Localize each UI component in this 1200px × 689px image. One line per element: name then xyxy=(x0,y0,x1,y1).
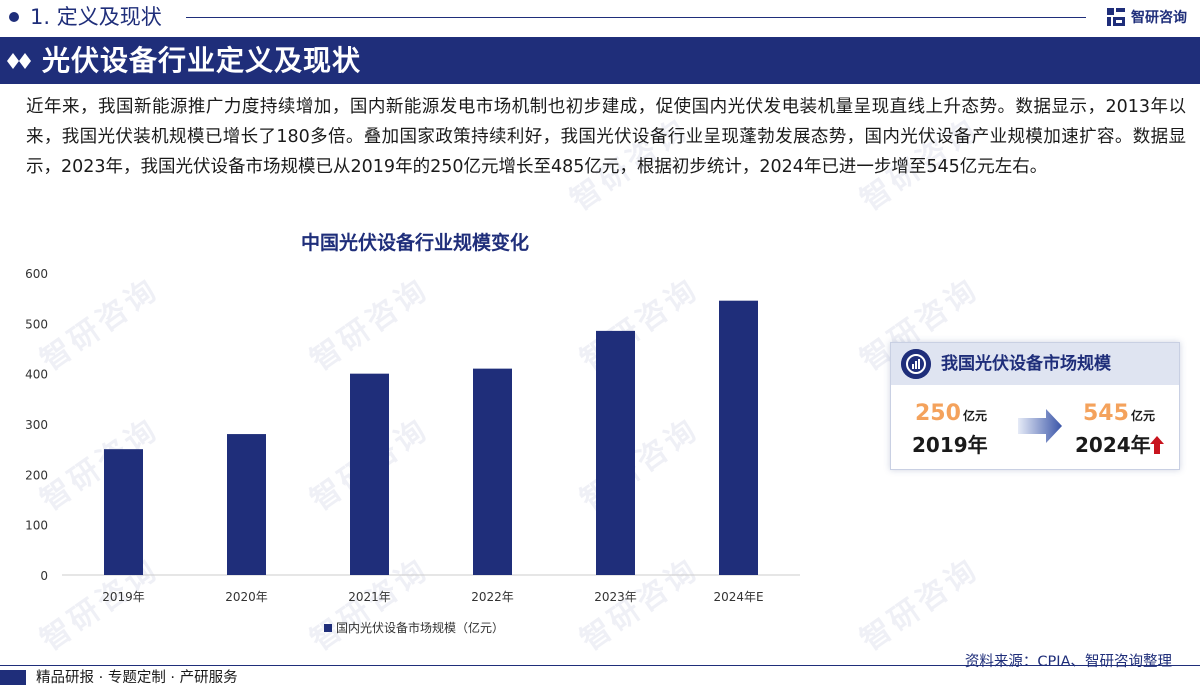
x-tick-label: 2019年 xyxy=(102,590,145,604)
footer: 精品研报 · 专题定制 · 产研服务 资料来源：CPIA、智研咨询整理 xyxy=(0,654,1200,689)
chart-title: 中国光伏设备行业规模变化 xyxy=(300,232,529,254)
up-arrow-icon xyxy=(1150,436,1164,454)
from-unit: 亿元 xyxy=(963,409,988,423)
y-tick-label: 200 xyxy=(25,468,48,482)
y-tick-label: 300 xyxy=(25,418,48,432)
from-year: 2019年 xyxy=(912,433,988,457)
x-tick-label: 2022年 xyxy=(471,590,514,604)
summary-card-header: 我国光伏设备市场规模 xyxy=(891,343,1179,385)
top-header: 1. 定义及现状 智研咨询 xyxy=(0,0,1200,36)
bullet-dot-icon xyxy=(9,12,19,22)
to-unit: 亿元 xyxy=(1131,409,1156,423)
y-tick-label: 100 xyxy=(25,519,48,533)
bar xyxy=(473,368,512,575)
trend-arrow-icon xyxy=(1018,409,1062,443)
bar xyxy=(596,330,635,575)
legend-label: 国内光伏设备市场规模（亿元） xyxy=(336,620,504,635)
to-value: 545 xyxy=(1083,401,1129,426)
footer-tagline: 精品研报 · 专题定制 · 产研服务 xyxy=(36,670,238,686)
to-year: 2024年 xyxy=(1075,433,1151,457)
x-tick-label: 2020年 xyxy=(225,590,268,604)
legend-swatch xyxy=(324,624,332,632)
brand-name: 智研咨询 xyxy=(1131,10,1187,26)
intro-paragraph: 近年来，我国新能源推广力度持续增加，国内新能源发电市场机制也初步建成，促使国内光… xyxy=(26,97,1186,177)
source-note: 资料来源：CPIA、智研咨询整理 xyxy=(964,654,1172,670)
y-tick-label: 600 xyxy=(25,267,48,281)
bar xyxy=(104,449,143,575)
brand-logo-icon xyxy=(1107,8,1125,26)
section-title: 1. 定义及现状 xyxy=(30,5,162,29)
x-tick-label: 2021年 xyxy=(348,590,391,604)
chart-badge-icon xyxy=(901,349,931,379)
diamond-icon xyxy=(7,53,31,69)
footer-accent-bar xyxy=(0,670,26,685)
bar xyxy=(350,373,389,575)
y-tick-label: 500 xyxy=(25,317,48,331)
from-value: 250 xyxy=(915,401,961,426)
bar-chart: 0 100 200 300 400 500 600 2019年 2020年 2021年 2022年 2… xyxy=(25,267,800,635)
x-tick-label: 2024年E xyxy=(713,590,763,604)
y-tick-label: 0 xyxy=(40,569,48,583)
title-banner: 光伏设备行业定义及现状 xyxy=(0,37,1200,84)
bar xyxy=(719,300,758,575)
page-title: 光伏设备行业定义及现状 xyxy=(42,44,362,77)
summary-card: 我国光伏设备市场规模 xyxy=(890,342,1180,470)
x-tick-label: 2023年 xyxy=(594,590,637,604)
brand-logo: 智研咨询 xyxy=(1106,5,1187,29)
bar xyxy=(227,434,266,575)
footer-divider xyxy=(0,665,1200,666)
header-divider xyxy=(186,17,1086,18)
watermark: 智研咨询 xyxy=(854,551,986,659)
y-tick-label: 400 xyxy=(25,368,48,382)
summary-card-title: 我国光伏设备市场规模 xyxy=(941,354,1111,374)
